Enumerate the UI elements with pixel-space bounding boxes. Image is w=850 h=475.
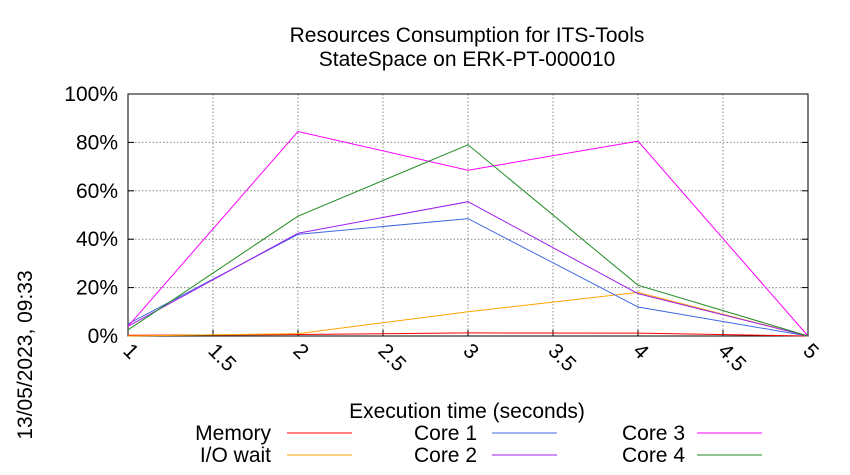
x-tick-label: 1: [118, 339, 143, 364]
axis-ticks: 1 1.5 2 2.5 3 3.5 4 4.5 5 0% 20% 40% 60% 80% 100%: [64, 83, 823, 376]
x-tick-label: 4: [628, 339, 653, 364]
x-axis-label: Execution time (seconds): [349, 400, 585, 423]
x-tick-label: 2.5: [373, 339, 410, 376]
legend-label: Memory: [195, 422, 271, 445]
y-tick-label: 80%: [76, 131, 118, 154]
timestamp-label: 13/05/2023, 09:33: [14, 270, 37, 439]
legend-label: Core 1: [414, 422, 477, 445]
y-tick-label: 100%: [64, 83, 118, 106]
legend-label: Core 3: [622, 422, 685, 445]
x-tick-label: 3: [458, 339, 483, 364]
x-tick-label: 2: [288, 339, 313, 364]
series-line-i-o-wait: [127, 291, 809, 337]
x-tick-label: 3.5: [543, 339, 580, 376]
series-line-core-2: [127, 201, 809, 337]
x-tick-label: 4.5: [713, 339, 750, 376]
x-tick-label: 1.5: [203, 339, 240, 376]
grid-lines: [128, 94, 808, 336]
chart-subtitle: StateSpace on ERK-PT-000010: [319, 48, 616, 71]
chart-title: Resources Consumption for ITS-Tools: [290, 24, 645, 47]
y-tick-label: 40%: [76, 228, 118, 251]
series-line-core-3: [127, 130, 809, 337]
series-line-core-4: [127, 144, 809, 337]
x-tick-label: 5: [798, 339, 823, 364]
y-tick-label: 20%: [76, 277, 118, 300]
legend-label: Core 2: [414, 444, 477, 467]
y-tick-label: 60%: [76, 180, 118, 203]
legend-label: I/O wait: [200, 444, 271, 467]
series-lines: [127, 130, 809, 337]
y-tick-label: 0%: [88, 325, 118, 348]
legend-label: Core 4: [622, 444, 685, 467]
